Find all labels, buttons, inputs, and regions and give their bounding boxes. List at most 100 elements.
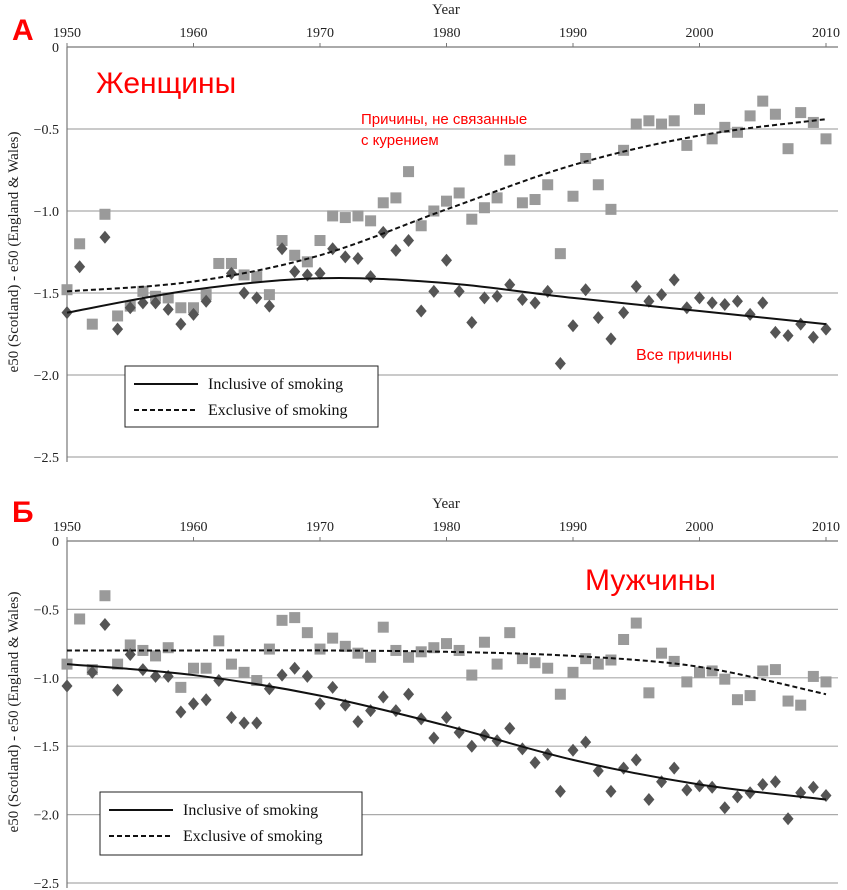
y-tick-label: −0.5: [34, 603, 59, 618]
square-point: [377, 621, 389, 633]
square-point: [327, 632, 339, 644]
legend-label: Inclusive of smoking: [183, 802, 318, 819]
diamond-point: [807, 330, 819, 344]
diamond-point: [618, 306, 630, 320]
diamond-point: [377, 225, 389, 239]
square-point: [795, 699, 807, 711]
panel-b-xlabel: Year: [432, 496, 460, 512]
square-point: [478, 202, 490, 214]
panel-b-title: Мужчины: [585, 564, 716, 597]
square-point: [466, 213, 478, 225]
diamond-point: [630, 753, 642, 767]
diamond-point: [567, 319, 579, 333]
diamond-point: [656, 288, 668, 302]
diamond-point: [150, 296, 162, 310]
square-point: [466, 669, 478, 681]
square-point: [681, 676, 693, 688]
diamond-point: [592, 311, 604, 325]
square-point: [668, 115, 680, 127]
diamond-point: [516, 742, 528, 756]
diamond-point: [605, 332, 617, 346]
square-point: [365, 651, 377, 663]
square-point: [453, 644, 465, 656]
annotation-exclusive-line2: с курением: [361, 132, 439, 149]
diamond-point: [428, 731, 440, 745]
diamond-point: [200, 693, 212, 707]
square-point: [618, 144, 630, 156]
square-point: [504, 154, 516, 166]
square-point: [580, 153, 592, 165]
diamond-point: [453, 284, 465, 298]
square-point: [213, 257, 225, 269]
square-point: [99, 208, 111, 220]
legend-box: [99, 791, 363, 856]
square-point: [656, 118, 668, 130]
square-point: [112, 658, 124, 670]
square-point: [504, 627, 516, 639]
diamond-point: [529, 296, 541, 310]
diamond-point: [314, 697, 326, 711]
square-point: [276, 614, 288, 626]
square-point: [820, 676, 832, 688]
diamond-point: [630, 279, 642, 293]
square-point: [74, 238, 86, 250]
square-point: [428, 205, 440, 217]
diamond-point: [516, 293, 528, 307]
diamond-point: [162, 302, 174, 316]
panel-a-xlabel: Year: [432, 2, 460, 18]
diamond-point: [99, 617, 111, 631]
square-point: [706, 665, 718, 677]
square-point: [731, 694, 743, 706]
square-point: [74, 613, 86, 625]
diamond-point: [504, 721, 516, 735]
square-point: [390, 192, 402, 204]
x-tick-label: 2010: [812, 26, 840, 41]
square-point: [339, 212, 351, 224]
diamond-point: [74, 260, 86, 274]
diamond-point: [504, 278, 516, 292]
trend-line-exclusive: [67, 649, 827, 696]
diamond-point: [441, 710, 452, 724]
diamond-point: [188, 307, 199, 321]
diamond-point: [719, 801, 731, 815]
diamond-point: [175, 317, 187, 331]
diamond-point: [150, 669, 162, 683]
square-point: [99, 590, 111, 602]
square-point: [516, 197, 528, 209]
diamond-point: [327, 680, 339, 694]
square-point: [719, 673, 731, 685]
diamond-point: [301, 669, 313, 683]
diamond-point: [580, 735, 592, 749]
square-point: [769, 108, 781, 120]
panel-b-letter: Б: [12, 496, 34, 529]
square-point: [200, 289, 212, 301]
diamond-point: [428, 284, 440, 298]
y-tick-label: −1.0: [34, 672, 59, 687]
square-point: [643, 687, 655, 699]
panel-a-letter: А: [12, 14, 34, 47]
square-point: [630, 118, 642, 130]
diamond-point: [276, 242, 288, 256]
square-point: [162, 642, 174, 654]
diamond-point: [769, 775, 781, 789]
square-point: [757, 95, 769, 107]
trend-line-inclusive: [66, 663, 827, 801]
x-tick-label: 2010: [812, 520, 840, 535]
diamond-point: [61, 679, 73, 693]
legend-label: Inclusive of smoking: [208, 376, 343, 393]
square-point: [314, 235, 326, 247]
x-tick-label: 1960: [180, 26, 208, 41]
square-point: [112, 310, 124, 322]
y-tick-label: −0.5: [34, 123, 59, 138]
panel-a-ylabel: e50 (Scotland) - e50 (England & Wales): [6, 132, 22, 373]
diamond-point: [731, 790, 743, 804]
trend-line-inclusive: [66, 276, 827, 326]
x-tick-label: 1980: [433, 26, 461, 41]
square-point: [251, 675, 263, 687]
x-tick-label: 1970: [306, 26, 334, 41]
diamond-point: [466, 316, 478, 330]
square-point: [301, 627, 313, 639]
square-point: [225, 658, 237, 670]
diamond-point: [466, 739, 478, 753]
diamond-point: [263, 299, 275, 313]
